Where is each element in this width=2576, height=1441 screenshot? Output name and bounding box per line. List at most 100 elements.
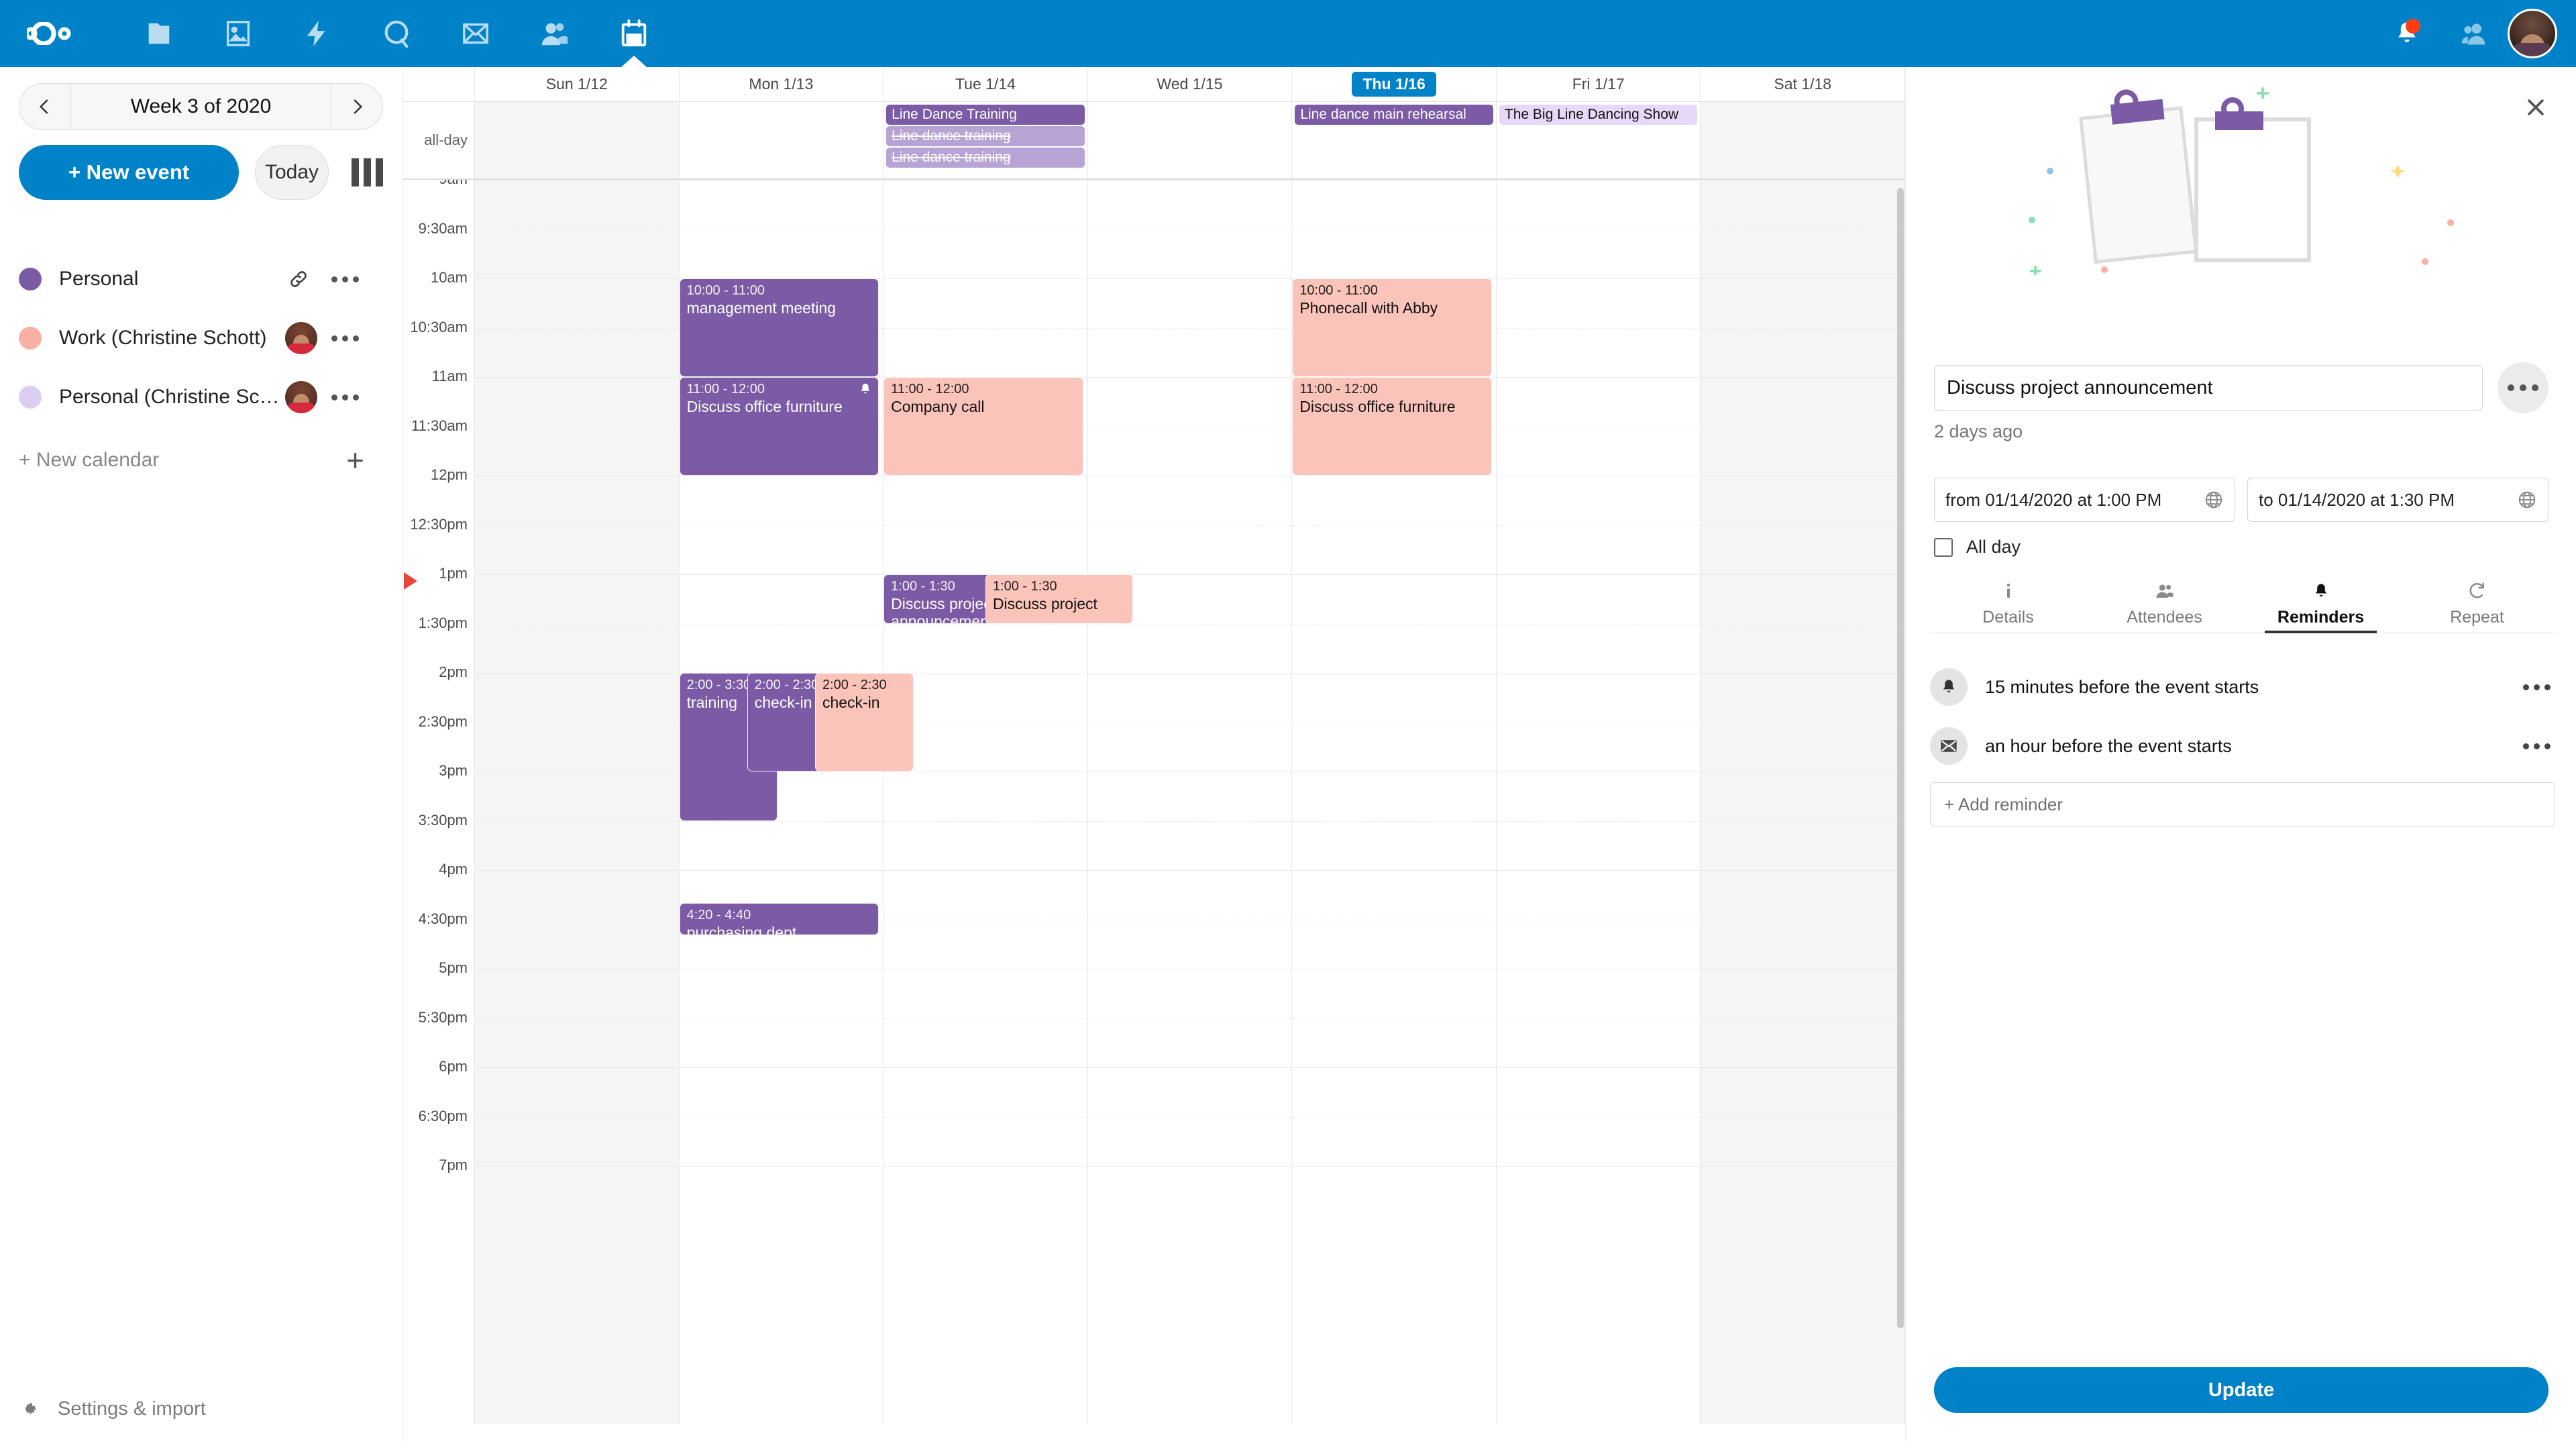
previous-week-button[interactable]	[19, 84, 70, 129]
nextcloud-logo[interactable]	[27, 22, 79, 45]
calendar-list-item[interactable]: Work (Christine Schott)	[0, 309, 402, 368]
reminder-row[interactable]: 15 minutes before the event starts	[1930, 657, 2555, 716]
view-switcher[interactable]	[352, 158, 383, 186]
day-column-4[interactable]: 10:00 - 11:00 Phonecall with Abby 11:00 - …	[1292, 180, 1497, 1424]
calendar-event[interactable]: 4:20 - 4:40 purchasing dept	[679, 902, 879, 935]
current-week-label[interactable]: Week 3 of 2020	[70, 84, 331, 129]
day-column-0[interactable]	[475, 180, 680, 1424]
next-week-button[interactable]	[331, 84, 382, 129]
contacts-menu-icon[interactable]	[2440, 0, 2508, 67]
tab-details[interactable]: Details	[1930, 578, 2086, 633]
calendar-list-item[interactable]: Personal (Christine Scho...	[0, 368, 402, 427]
all-day-event[interactable]: Line Dance Training	[886, 105, 1085, 125]
all-day-event[interactable]: Line dance training	[886, 148, 1085, 168]
time-slot: 6:30pm	[402, 1107, 474, 1167]
all-day-event[interactable]: Line dance training	[886, 126, 1085, 146]
tab-reminders[interactable]: Reminders	[2243, 578, 2399, 633]
notifications-button[interactable]	[2373, 0, 2440, 67]
calendar-event[interactable]: 10:00 - 11:00 Phonecall with Abby	[1292, 278, 1492, 377]
all-day-column-0[interactable]	[475, 102, 680, 178]
grid-line	[1496, 1018, 1701, 1019]
add-reminder-button[interactable]: + Add reminder	[1930, 782, 2555, 826]
calendar-actions-menu[interactable]	[325, 394, 364, 401]
photos-icon[interactable]	[199, 0, 278, 67]
all-day-event[interactable]: The Big Line Dancing Show	[1499, 105, 1698, 125]
files-icon[interactable]	[119, 0, 199, 67]
day-column-5[interactable]	[1496, 180, 1701, 1424]
all-day-column-5[interactable]: The Big Line Dancing Show	[1497, 102, 1701, 178]
event-actions-menu[interactable]	[2498, 362, 2548, 413]
new-calendar-button[interactable]: + New calendar +	[0, 433, 402, 487]
event-start-field[interactable]: from 01/14/2020 at 1:00 PM	[1934, 478, 2235, 522]
calendar-event[interactable]: 11:00 - 12:00 Discuss office furniture	[1292, 377, 1492, 476]
day-column-1[interactable]: 10:00 - 11:00 management meeting 11:00 - 1…	[679, 180, 914, 1424]
plus-icon[interactable]: +	[346, 443, 364, 478]
event-title: Discuss project announcement	[891, 595, 996, 624]
mail-icon[interactable]	[436, 0, 515, 67]
day-column-2[interactable]: 11:00 - 12:00 Company call 1:00 - 1:30 Disc…	[883, 180, 1134, 1424]
all-day-column-4[interactable]: Line dance main rehearsal	[1292, 102, 1497, 178]
all-day-column-6[interactable]	[1701, 102, 1905, 178]
day-column-6[interactable]	[1701, 180, 1905, 1424]
time-label: 11:30am	[409, 417, 468, 435]
close-icon[interactable]	[2516, 87, 2556, 127]
all-day-event[interactable]: Line dance main rehearsal	[1295, 105, 1493, 125]
share-link-icon[interactable]	[280, 268, 317, 290]
calendar-event[interactable]: 1:00 - 1:30 Discuss project	[985, 574, 1134, 624]
vertical-scrollbar[interactable]	[1897, 188, 1904, 1328]
today-button[interactable]: Today	[255, 145, 329, 200]
tab-repeat[interactable]: Repeat	[2399, 578, 2555, 633]
activity-icon[interactable]	[278, 0, 357, 67]
calendar-actions-menu[interactable]	[325, 276, 364, 282]
event-title-input[interactable]	[1934, 365, 2483, 411]
reminder-actions-menu[interactable]	[2518, 743, 2555, 749]
grid-line	[883, 278, 1087, 279]
day-header-4[interactable]: Thu 1/16	[1292, 67, 1497, 101]
calendar-color-dot	[19, 386, 42, 409]
day-column-3[interactable]	[1087, 180, 1293, 1424]
talk-icon[interactable]	[357, 0, 436, 67]
user-avatar[interactable]	[2508, 9, 2557, 58]
calendar-list-item[interactable]: Personal	[0, 250, 402, 309]
grid-line	[1087, 574, 1292, 575]
grid-line	[475, 1018, 679, 1019]
day-header-label: Sun 1/12	[545, 75, 608, 93]
day-header-0[interactable]: Sun 1/12	[475, 67, 680, 101]
day-header-6[interactable]: Sat 1/18	[1701, 67, 1905, 101]
event-time: 2:00 - 2:30	[822, 678, 887, 692]
time-grid-scroll[interactable]: 9am 9:30am 10am 10:30am 11am 11:30am 12pm 12:30…	[402, 180, 1905, 1441]
calendar-event[interactable]: 11:00 - 12:00 Discuss office furniture	[679, 377, 879, 476]
all-day-column-1[interactable]	[680, 102, 884, 178]
grid-line	[883, 1166, 1087, 1167]
all-day-checkbox[interactable]	[1934, 537, 1953, 557]
settings-import-button[interactable]: Settings & import	[0, 1377, 402, 1441]
calendar-event[interactable]: 2:00 - 2:30 check-in	[814, 673, 914, 771]
calendar-actions-menu[interactable]	[325, 335, 364, 341]
day-header-5[interactable]: Fri 1/17	[1497, 67, 1701, 101]
event-end-field[interactable]: to 01/14/2020 at 1:30 PM	[2247, 478, 2548, 522]
calendar-color-dot	[19, 268, 42, 290]
calendar-icon[interactable]	[594, 0, 674, 67]
event-time: 10:00 - 11:00	[686, 283, 765, 298]
new-event-button[interactable]: + New event	[19, 145, 239, 200]
time-label: 7pm	[436, 1157, 468, 1174]
grid-line	[679, 870, 883, 871]
reminder-actions-menu[interactable]	[2518, 684, 2555, 690]
contacts-icon[interactable]	[515, 0, 594, 67]
all-day-column-3[interactable]	[1088, 102, 1293, 178]
update-button[interactable]: Update	[1934, 1367, 2548, 1413]
day-header-1[interactable]: Mon 1/13	[680, 67, 884, 101]
time-gutter: 9am 9:30am 10am 10:30am 11am 11:30am 12pm 12:30…	[402, 180, 475, 1424]
left-sidebar: Week 3 of 2020 + New event Today Persona…	[0, 67, 402, 1441]
event-title: purchasing dept	[686, 923, 797, 935]
calendar-event[interactable]: 10:00 - 11:00 management meeting	[679, 278, 879, 377]
day-header-3[interactable]: Wed 1/15	[1088, 67, 1293, 101]
grid-line	[1496, 673, 1701, 674]
calendar-event[interactable]: 11:00 - 12:00 Company call	[883, 377, 1083, 476]
tab-attendees[interactable]: Attendees	[2086, 578, 2243, 633]
day-header-2[interactable]: Tue 1/14	[883, 67, 1088, 101]
all-day-column-2[interactable]: Line Dance Training Line dance training Li…	[883, 102, 1088, 178]
time-slot: 4pm	[402, 861, 474, 920]
time-label: 11am	[429, 368, 468, 385]
reminder-row[interactable]: an hour before the event starts	[1930, 716, 2555, 776]
